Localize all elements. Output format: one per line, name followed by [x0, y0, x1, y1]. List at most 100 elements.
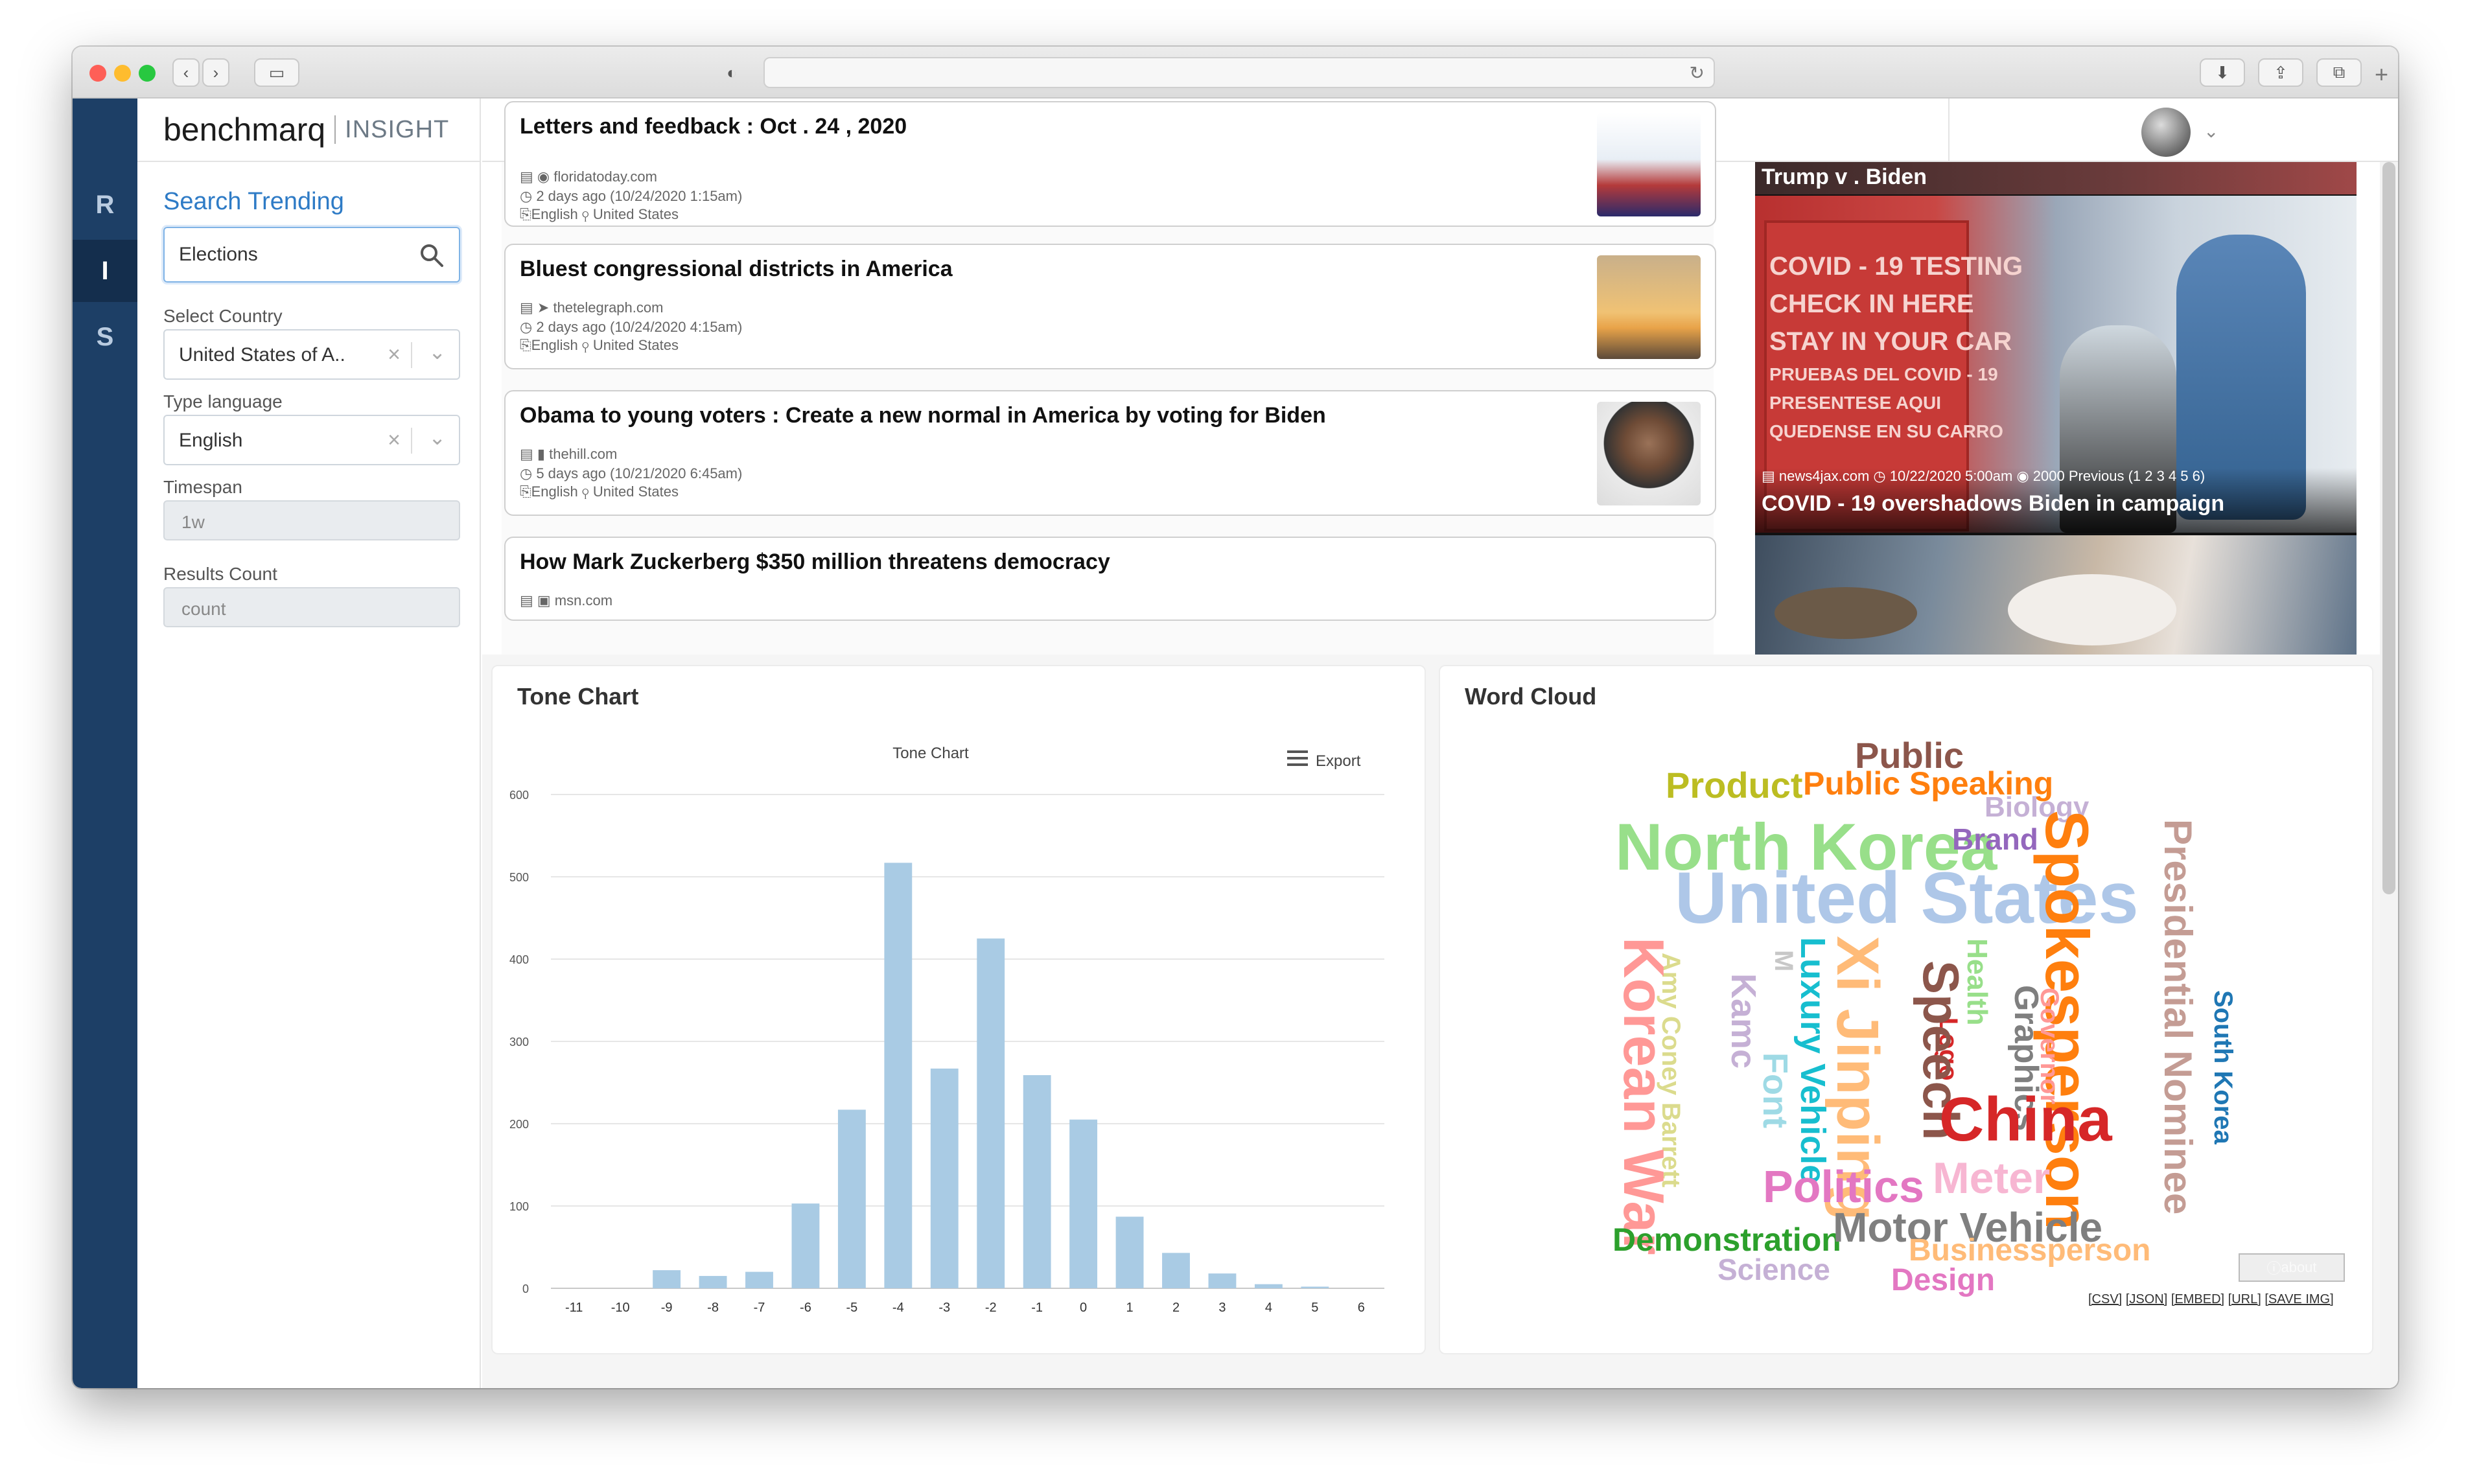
x-tick-label: -7: [754, 1301, 765, 1315]
news-card[interactable]: Letters and feedback : Oct . 24 , 2020 ▤…: [504, 101, 1716, 227]
about-button[interactable]: ⓘ about: [2239, 1253, 2345, 1282]
news-card[interactable]: Obama to young voters : Create a new nor…: [504, 390, 1716, 516]
news-title[interactable]: How Mark Zuckerberg $350 million threate…: [520, 550, 1110, 574]
rail-item-r[interactable]: R: [95, 190, 115, 219]
share-icon[interactable]: ⇪: [2258, 58, 2303, 87]
y-tick-label: 400: [509, 953, 529, 966]
export-menu[interactable]: Export: [1287, 750, 1361, 770]
word-meter[interactable]: Meter: [1933, 1154, 2051, 1203]
word-design[interactable]: Design: [1891, 1263, 1996, 1297]
bar-0[interactable]: [1069, 1119, 1098, 1288]
news-title[interactable]: Bluest congressional districts in Americ…: [520, 257, 953, 281]
sidebar-toggle-icon[interactable]: ▭: [254, 58, 299, 87]
save-img-link[interactable]: [SAVE IMG]: [2264, 1292, 2334, 1306]
bar--5[interactable]: [837, 1109, 866, 1288]
bar--8[interactable]: [699, 1275, 727, 1288]
word-demonstration[interactable]: Demonstration: [1612, 1222, 1841, 1258]
featured-images: Trump v . Biden COVID - 19 TESTING CHECK…: [1755, 162, 2357, 684]
word-science[interactable]: Science: [1717, 1253, 1830, 1286]
search-icon[interactable]: [419, 242, 445, 268]
bar--7[interactable]: [745, 1271, 773, 1288]
shield-icon[interactable]: ◐: [727, 62, 737, 82]
avatar[interactable]: [2141, 108, 2191, 157]
bar-2[interactable]: [1162, 1253, 1190, 1288]
language-select[interactable]: English × ⌄: [163, 415, 460, 465]
bar-3[interactable]: [1208, 1273, 1237, 1288]
minimize-window-button[interactable]: [114, 65, 131, 82]
word-biology[interactable]: Biology: [1985, 791, 2090, 823]
clear-icon[interactable]: ×: [388, 428, 401, 452]
embed-link[interactable]: [EMBED]: [2171, 1292, 2225, 1306]
featured-main-caption[interactable]: COVID - 19 overshadows Biden in campaign: [1762, 491, 2225, 516]
word-product[interactable]: Product: [1666, 765, 1803, 806]
timespan-field: 1w: [163, 500, 460, 540]
rail-item-s[interactable]: S: [96, 322, 114, 351]
close-window-button[interactable]: [89, 65, 106, 82]
news-list: Letters and feedback : Oct . 24 , 2020 ▤…: [502, 101, 1716, 655]
word-south-korea[interactable]: South Korea: [2209, 990, 2237, 1144]
word-public-speaking[interactable]: Public Speaking: [1803, 765, 2054, 802]
featured-main-image[interactable]: COVID - 19 TESTING CHECK IN HERE STAY IN…: [1755, 196, 2357, 533]
word-united-states[interactable]: United States: [1675, 857, 2139, 938]
clear-icon[interactable]: ×: [388, 342, 401, 367]
bar--9[interactable]: [653, 1270, 681, 1288]
word-china[interactable]: China: [1939, 1085, 2112, 1154]
zoom-window-button[interactable]: [139, 65, 156, 82]
forward-icon[interactable]: ›: [202, 58, 229, 87]
bar--6[interactable]: [791, 1203, 820, 1288]
address-bar[interactable]: ↻: [763, 57, 1715, 88]
back-icon[interactable]: ‹: [172, 58, 200, 87]
word-presidential-nominee[interactable]: Presidential Nominee: [2156, 819, 2200, 1215]
json-link[interactable]: [JSON]: [2125, 1292, 2168, 1306]
chevron-down-icon[interactable]: ⌄: [428, 340, 446, 364]
reload-icon[interactable]: ↻: [1689, 63, 1705, 83]
x-tick-label: -11: [565, 1301, 583, 1315]
featured-top-image[interactable]: Trump v . Biden: [1755, 162, 2357, 194]
news-title[interactable]: Letters and feedback : Oct . 24 , 2020: [520, 114, 907, 139]
word-brand[interactable]: Brand: [1952, 822, 2038, 856]
word-businessperson[interactable]: Businessperson: [1909, 1233, 2151, 1268]
scrollbar-thumb[interactable]: [2382, 162, 2395, 894]
word-korean-war[interactable]: Korean War: [1612, 937, 1676, 1255]
export-label[interactable]: Export: [1316, 752, 1361, 770]
news-thumbnail[interactable]: [1597, 113, 1701, 216]
word-cloud: Public Product Public Speaking Biology North…: [1440, 666, 2395, 1356]
results-count-field: count: [163, 587, 460, 627]
sign-line: PRESENTESE AQUI: [1769, 393, 1942, 413]
bar--3[interactable]: [930, 1068, 959, 1288]
featured-pager[interactable]: Previous (1 2 3 4 5 6): [2068, 468, 2206, 484]
bar-4[interactable]: [1254, 1284, 1283, 1288]
search-input[interactable]: Elections: [163, 227, 460, 283]
brand-logo[interactable]: benchmarq INSIGHT: [137, 99, 481, 162]
news-time: ◷ 5 days ago (10/21/2020 6:45am): [520, 465, 743, 481]
csv-link[interactable]: [CSV]: [2088, 1292, 2123, 1306]
news-time: ◷ 2 days ago (10/24/2020 1:15am): [520, 188, 743, 204]
bar--1[interactable]: [1023, 1075, 1051, 1288]
word-politics[interactable]: Politics: [1763, 1161, 1924, 1212]
new-tab-icon[interactable]: +: [2375, 61, 2389, 87]
page-scrollbar[interactable]: [2380, 162, 2398, 1388]
bar--4[interactable]: [884, 863, 913, 1288]
news-thumbnail[interactable]: [1597, 255, 1701, 359]
word-public[interactable]: Public: [1855, 735, 1964, 776]
country-select[interactable]: United States of A.. × ⌄: [163, 329, 460, 380]
chevron-down-icon[interactable]: ⌄: [428, 426, 446, 449]
url-link[interactable]: [URL]: [2228, 1292, 2261, 1306]
word-cloud-heading: Word Cloud: [1465, 683, 1597, 710]
word-north-korea[interactable]: North Korea: [1615, 810, 1997, 884]
word-font[interactable]: Font: [1756, 1052, 1795, 1128]
tabs-icon[interactable]: ⧉: [2316, 58, 2362, 87]
bar-1[interactable]: [1115, 1216, 1144, 1288]
news-card[interactable]: How Mark Zuckerberg $350 million threate…: [504, 537, 1716, 621]
download-icon[interactable]: ⬇: [2200, 58, 2245, 87]
bar--2[interactable]: [977, 938, 1005, 1288]
word-motor-vehicle[interactable]: Motor Vehicle: [1833, 1204, 2103, 1251]
news-thumbnail[interactable]: [1597, 402, 1701, 505]
word-m[interactable]: M: [1769, 950, 1798, 972]
news-title[interactable]: Obama to young voters : Create a new nor…: [520, 403, 1326, 428]
news-card[interactable]: Bluest congressional districts in Americ…: [504, 244, 1716, 369]
rail-item-i[interactable]: I: [73, 240, 137, 302]
chevron-down-icon[interactable]: ⌄: [2204, 121, 2219, 141]
bar-5[interactable]: [1301, 1286, 1329, 1288]
y-tick-label: 600: [509, 789, 529, 802]
